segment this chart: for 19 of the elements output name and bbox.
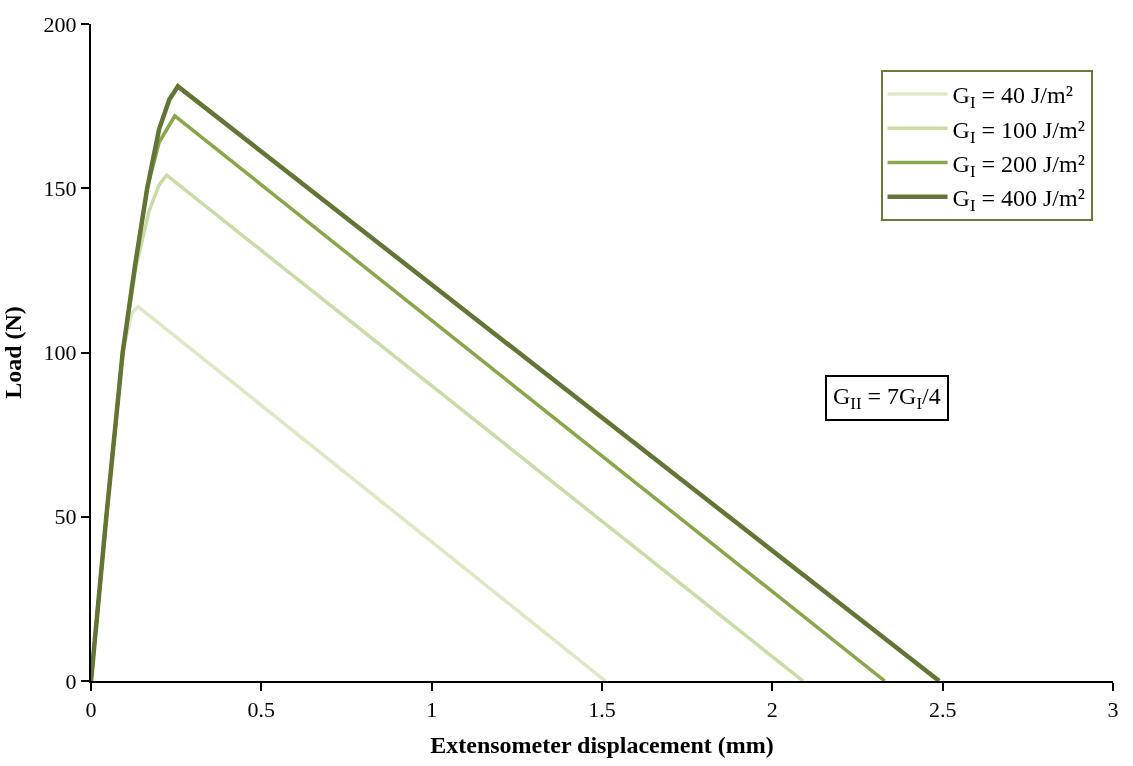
- y-tick-label: 0: [65, 668, 77, 694]
- x-tick-label: 1.5: [588, 697, 616, 723]
- legend-label: G$_{I}$ = 100 J/m²: [952, 116, 1085, 147]
- y-tick-label: 200: [43, 11, 77, 37]
- y-tick-label: 100: [43, 340, 77, 366]
- y-tick-label: 50: [54, 504, 77, 530]
- x-tick-label: 2: [766, 697, 778, 723]
- y-tick-label: 150: [43, 175, 77, 201]
- legend-label: G$_{I}$ = 40 J/m²: [952, 82, 1073, 113]
- x-tick-label: 1: [426, 697, 438, 723]
- x-tick-label: 0.5: [247, 697, 276, 723]
- x-axis-title: Extensometer displacement (mm): [430, 732, 774, 759]
- legend-label: G$_{I}$ = 200 J/m²: [952, 150, 1085, 181]
- x-tick-label: 3: [1107, 697, 1119, 723]
- legend-label: G$_{I}$ = 400 J/m²: [952, 185, 1085, 216]
- x-tick-label: 2.5: [928, 697, 957, 723]
- annotation: G$_{II}$ = 7G$_{I}$/4: [833, 383, 941, 414]
- x-tick-label: 0: [85, 697, 97, 723]
- y-axis-title: Load (N): [0, 306, 27, 399]
